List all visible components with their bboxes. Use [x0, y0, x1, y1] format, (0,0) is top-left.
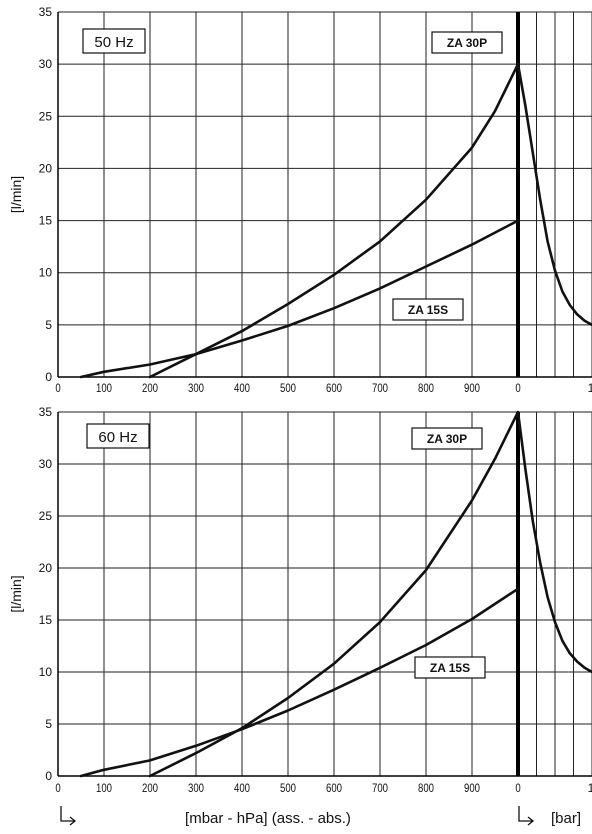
vacuum-axis-label: [mbar - hPa] (ass. - abs.) [185, 810, 351, 827]
series-line-za-15s [79, 587, 520, 778]
frequency-label: 60 Hz [98, 429, 137, 446]
x-axis-footer: [mbar - hPa] (ass. - abs.) [bar] [60, 806, 581, 827]
y-tick-label: 20 [39, 561, 53, 575]
x-tick-label: 800 [418, 382, 434, 395]
y-tick-label: 15 [39, 214, 53, 228]
x-tick-label: 200 [142, 382, 158, 395]
x-tick-label: 300 [188, 382, 204, 395]
frequency-box [82, 28, 146, 54]
x-tick-label: 700 [372, 782, 388, 795]
x-tick-label: 500 [280, 382, 296, 395]
y-tick-label: 5 [45, 318, 52, 332]
y-tick-label: 20 [39, 161, 53, 175]
x-tick-label: 0 [515, 782, 520, 795]
y-tick-label: 25 [39, 509, 53, 523]
pressure-axis-label: [bar] [551, 810, 581, 827]
y-tick-label: 10 [39, 266, 53, 280]
series-label-box-za-15s [392, 298, 464, 321]
x-tick-label: 100 [96, 782, 112, 795]
series-line-za-30p [148, 62, 592, 379]
y-tick-label: 35 [39, 405, 53, 419]
y-tick-label: 25 [39, 109, 53, 123]
x-tick-label: 1 [588, 781, 592, 795]
series-line-za-30p [148, 410, 592, 778]
y-tick-label: 0 [45, 769, 52, 783]
series-label-za-30p: ZA 30P [447, 36, 487, 50]
x-tick-label: 0 [55, 382, 60, 395]
x-tick-label: 0 [515, 382, 520, 395]
frequency-label: 50 Hz [94, 34, 133, 51]
y-tick-label: 30 [39, 457, 53, 471]
series-label-box-za-15s [414, 656, 486, 679]
x-tick-label: 600 [326, 782, 342, 795]
x-tick-label: 900 [464, 382, 480, 395]
gridlines [57, 11, 592, 377]
x-tick-label: 400 [234, 782, 250, 795]
series-label-box-za-30p [431, 31, 503, 54]
series-label-box-za-30p [411, 427, 483, 450]
pressure-axis-arrow-icon [518, 806, 535, 826]
x-tick-label: 500 [280, 782, 296, 795]
vacuum-axis-arrow-icon [60, 806, 77, 826]
frequency-box [86, 423, 150, 449]
x-tick-label: 100 [96, 382, 112, 395]
x-tick-label: 900 [464, 782, 480, 795]
x-tick-label: 1 [588, 381, 592, 395]
x-tick-label: 300 [188, 782, 204, 795]
y-tick-label: 30 [39, 57, 53, 71]
y-tick-label: 15 [39, 613, 53, 627]
y-tick-label: 10 [39, 665, 53, 679]
series-label-za-30p: ZA 30P [427, 432, 467, 446]
x-tick-label: 600 [326, 382, 342, 395]
y-axis-label: [l/min] [8, 176, 24, 213]
x-tick-label: 700 [372, 382, 388, 395]
x-tick-label: 800 [418, 782, 434, 795]
y-tick-label: 5 [45, 717, 52, 731]
y-axis-label: [l/min] [8, 575, 24, 612]
y-tick-label: 0 [45, 370, 52, 384]
x-tick-label: 200 [142, 782, 158, 795]
y-tick-label: 35 [39, 5, 53, 19]
series-label-za-15s: ZA 15S [408, 303, 448, 317]
x-tick-label: 0 [55, 782, 60, 795]
series-line-za-15s [79, 219, 520, 379]
x-tick-label: 400 [234, 382, 250, 395]
series-label-za-15s: ZA 15S [430, 661, 470, 675]
